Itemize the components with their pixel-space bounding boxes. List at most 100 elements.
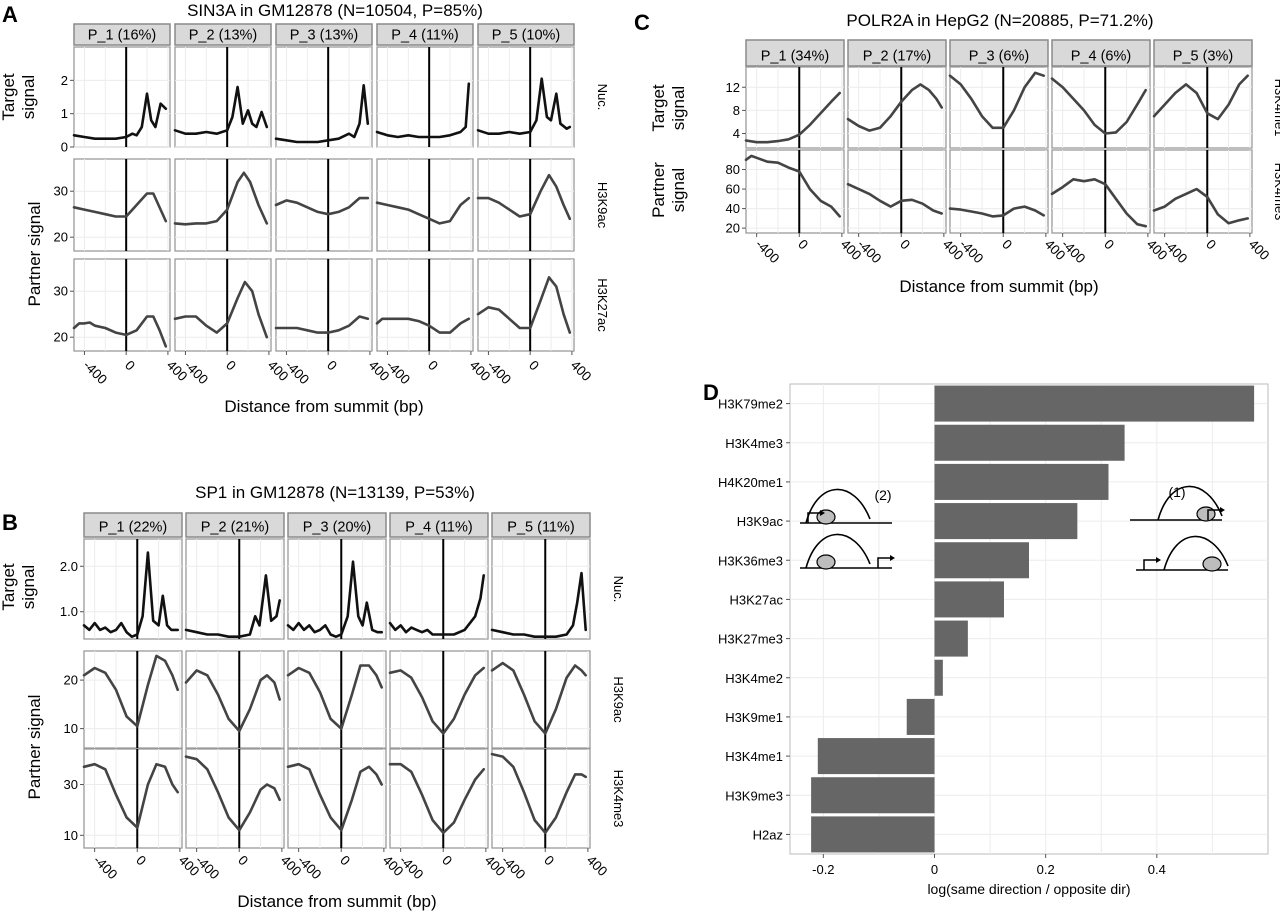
- x-tick-label: 0: [999, 237, 1015, 253]
- category-label: H3K4me1: [725, 749, 783, 764]
- x-axis-label: log(same direction / opposite dir): [927, 881, 1130, 897]
- arrowhead: [890, 555, 895, 561]
- x-tick-label: 0: [122, 358, 138, 374]
- facet-strip: [275, 23, 373, 46]
- tss-arrow: [1143, 559, 1156, 570]
- series-line: [173, 85, 269, 135]
- facet-panel: [73, 258, 171, 352]
- x-tick-label: -400: [181, 358, 211, 388]
- target-signal-label: Targetsignal: [649, 84, 688, 132]
- x-tick-label: 400: [1246, 237, 1273, 264]
- panel-b: SP1 in GM12878 (N=13139, P=53%) P_1 (22%)…: [0, 483, 626, 911]
- x-tick-label: 0: [133, 853, 149, 869]
- panel-letter-b: B: [2, 510, 18, 535]
- facet-label: P_2 (17%): [863, 49, 932, 65]
- facet-strip: [185, 512, 285, 538]
- facet-panel: [83, 748, 183, 849]
- facet-label: P_3 (6%): [969, 49, 1029, 65]
- y-tick-label: 20: [54, 230, 68, 245]
- y-tick-label: 12: [726, 80, 740, 95]
- series-line: [490, 752, 588, 835]
- facet-label: P_1 (22%): [99, 520, 168, 536]
- bar: [817, 738, 935, 775]
- facet-panel: [185, 538, 285, 640]
- facet-strip: [174, 23, 272, 46]
- target-signal-label: Targetsignal: [0, 73, 38, 121]
- panel-letter-d: D: [703, 380, 719, 405]
- x-tick-label: 0: [1101, 237, 1117, 253]
- gene-schematic: [800, 533, 895, 570]
- series-line: [744, 91, 842, 144]
- facet-strip: [287, 512, 387, 538]
- series-line: [476, 173, 572, 221]
- partner-signal-label: Partner signal: [25, 695, 44, 800]
- series-line: [184, 574, 282, 639]
- facet-panel: [1051, 66, 1151, 149]
- category-label: H3K27me3: [718, 632, 783, 647]
- facet-panel: [949, 66, 1049, 149]
- category-label: H3K9ac: [737, 514, 784, 529]
- facet-panel: [73, 158, 171, 252]
- bar: [934, 542, 1029, 579]
- facet-label: P_5 (11%): [507, 520, 574, 536]
- y-tick-label: 4: [733, 126, 740, 141]
- facet-panel: [174, 158, 272, 252]
- chart-title: SIN3A in GM12878 (N=10504, P=85%): [187, 1, 483, 20]
- x-tick-label: 0.4: [1148, 862, 1166, 877]
- y-tick-label: 40: [726, 201, 740, 216]
- facet-panel: [745, 149, 845, 234]
- x-tick-label: -0.2: [812, 862, 834, 877]
- x-tick-label: -400: [397, 853, 427, 883]
- series-line: [286, 664, 384, 730]
- x-tick-label: 0: [1203, 237, 1219, 253]
- facet-panel: [1153, 149, 1253, 234]
- x-tick-label: 0.2: [1037, 862, 1055, 877]
- facet-strip: [376, 23, 474, 46]
- facet-strip: [847, 39, 947, 67]
- series-line: [375, 82, 471, 139]
- x-tick-label: 0: [897, 237, 913, 253]
- series-line: [173, 171, 269, 226]
- x-tick-label: -400: [282, 358, 312, 388]
- facet-label: P_3 (13%): [290, 28, 359, 44]
- series-line: [490, 661, 588, 735]
- x-tick-label: -400: [193, 853, 223, 883]
- series-line: [82, 654, 179, 728]
- facet-panel: [491, 748, 591, 849]
- bar: [934, 385, 1255, 422]
- x-tick-label: 0: [526, 358, 542, 374]
- series-line: [82, 551, 179, 639]
- arrowhead: [1220, 507, 1225, 513]
- facet-strip: [949, 39, 1049, 67]
- series-line: [72, 192, 168, 223]
- facet-strip: [1153, 39, 1253, 67]
- x-tick-label: -400: [91, 853, 121, 883]
- x-tick-label: 0: [795, 237, 811, 253]
- facet-strip: [83, 512, 183, 538]
- facet-label: P_5 (10%): [492, 28, 561, 44]
- x-axis-label: Distance from summit (bp): [237, 892, 436, 911]
- facet-panel: [83, 650, 183, 749]
- series-line: [274, 315, 370, 334]
- facet-panel: [185, 650, 285, 749]
- chart-title: POLR2A in HepG2 (N=20885, P=71.2%): [846, 11, 1153, 30]
- category-label: H3K4me3: [725, 436, 783, 451]
- facet-panel: [745, 66, 845, 149]
- x-tick-label: -400: [484, 358, 514, 388]
- x-tick-label: -400: [753, 237, 783, 267]
- y-tick-label: 30: [54, 284, 68, 299]
- bar: [906, 698, 935, 735]
- chart-title: SP1 in GM12878 (N=13139, P=53%): [195, 483, 475, 502]
- facet-label: P_4 (6%): [1071, 49, 1131, 65]
- series-line: [286, 762, 384, 832]
- nucleosome: [1196, 506, 1216, 522]
- facet-panel: [389, 748, 489, 849]
- peak-curve: [1157, 485, 1223, 521]
- target-signal-label: Targetsignal: [0, 563, 38, 611]
- series-line: [375, 317, 471, 334]
- nucleosome: [816, 509, 836, 525]
- category-label: H4K20me1: [718, 475, 783, 490]
- y-tick-label: 60: [726, 182, 740, 197]
- panel-a: SIN3A in GM12878 (N=10504, P=85%) P_1 (16…: [0, 1, 610, 416]
- series-line: [476, 77, 572, 135]
